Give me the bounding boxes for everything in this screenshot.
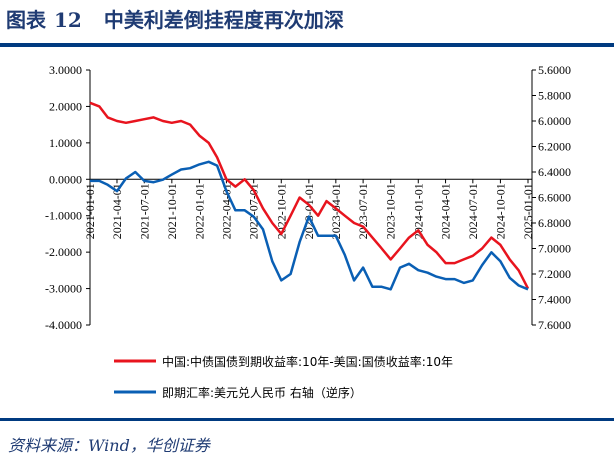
series-line-2 [90,160,529,291]
left-tick-label: -3.0000 [45,282,82,296]
series-line-1 [89,101,530,290]
x-tick-label: 2021-10-01 [165,183,179,239]
source-note: 资料来源：Wind，华创证券 [8,436,210,455]
x-tick-label: 2021-01-01 [83,183,97,239]
x-tick-label: 2024-10-01 [493,183,507,239]
figure-heading: 中美利差倒挂程度再次加深 [103,8,344,32]
left-tick-label: -1.0000 [45,209,82,223]
right-tick-label: 6.6000 [538,191,571,205]
x-tick-label: 2023-10-01 [384,183,398,239]
left-tick-label: -4.0000 [45,318,82,332]
left-tick-label: -2.0000 [45,245,82,259]
right-tick-label: 7.2000 [538,267,571,281]
right-tick-label: 6.4000 [538,165,571,179]
x-tick-label: 2023-04-01 [329,183,343,239]
source-divider [0,418,614,421]
figure-title: 图表 12 中美利差倒挂程度再次加深 [6,4,344,33]
figure-label: 图表 [6,8,46,32]
x-tick-label: 2022-10-01 [274,183,288,239]
x-tick-label: 2025-01-01 [521,183,535,239]
right-tick-label: 5.8000 [538,89,571,103]
right-tick-label: 7.4000 [538,293,571,307]
right-tick-label: 7.0000 [538,242,571,256]
x-tick-label: 2021-04-01 [110,183,124,239]
left-tick-label: 2.0000 [49,99,82,113]
figure-number: 12 [54,8,82,32]
x-tick-label: 2024-01-01 [411,183,425,239]
right-tick-label: 6.2000 [538,140,571,154]
left-tick-label: 0.0000 [49,172,82,186]
title-divider [0,43,614,47]
legend-label-1: 中国:中债国债到期收益率:10年-美国:国债收益率:10年 [162,354,453,369]
x-tick-label: 2024-04-01 [439,183,453,239]
right-tick-label: 6.0000 [538,114,571,128]
left-tick-label: 3.0000 [49,63,82,77]
x-tick-label: 2021-07-01 [137,183,151,239]
right-tick-label: 7.6000 [538,318,571,332]
legend-label-2: 即期汇率:美元兑人民币 右轴（逆序） [162,385,362,400]
x-tick-label: 2022-01-01 [192,183,206,239]
x-tick-label: 2024-07-01 [466,183,480,239]
right-tick-label: 6.8000 [538,216,571,230]
right-tick-label: 5.6000 [538,63,571,77]
left-tick-label: 1.0000 [49,136,82,150]
